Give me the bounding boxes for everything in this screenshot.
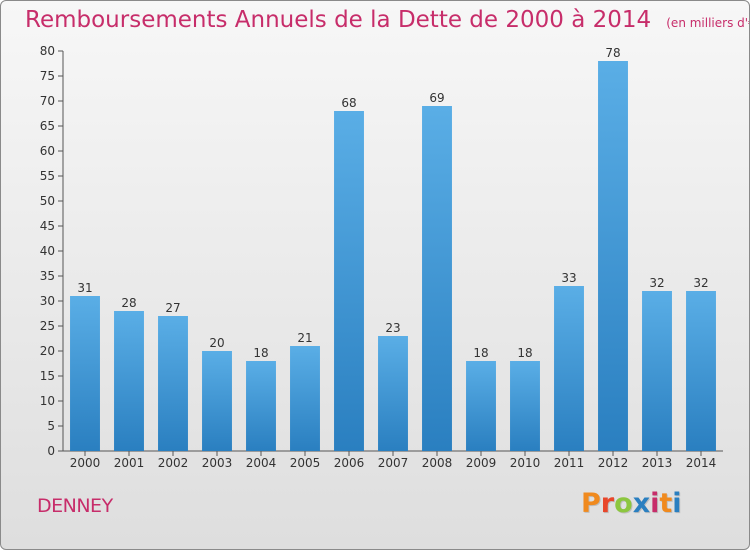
brand-letter: r xyxy=(600,488,615,519)
y-tick-label: 40 xyxy=(40,244,55,258)
y-tick-label: 75 xyxy=(40,69,55,83)
data-label: 27 xyxy=(165,301,180,315)
data-label: 33 xyxy=(561,271,576,285)
bar xyxy=(246,361,276,451)
bar xyxy=(510,361,540,451)
brand-letter: i xyxy=(650,488,660,519)
bar xyxy=(114,311,144,451)
brand-letter: t xyxy=(659,488,673,519)
bar xyxy=(642,291,672,451)
x-tick-label: 2009 xyxy=(466,456,497,470)
bar xyxy=(334,111,364,451)
x-tick-label: 2000 xyxy=(70,456,101,470)
data-label: 32 xyxy=(649,276,664,290)
y-tick-label: 35 xyxy=(40,269,55,283)
bar xyxy=(598,61,628,451)
bar xyxy=(686,291,716,451)
bar xyxy=(554,286,584,451)
y-tick-label: 0 xyxy=(47,444,55,458)
y-tick-label: 50 xyxy=(40,194,55,208)
data-label: 18 xyxy=(517,346,532,360)
data-label: 32 xyxy=(693,276,708,290)
chart-title-row: Remboursements Annuels de la Dette de 20… xyxy=(25,7,749,33)
bars xyxy=(70,61,716,451)
chart-unit-note: (en milliers d'€) xyxy=(666,16,749,30)
data-labels: 31 28 27 20 18 21 68 23 69 18 18 33 78 32 32 xyxy=(77,46,708,360)
bar xyxy=(290,346,320,451)
data-label: 31 xyxy=(77,281,92,295)
chart-title: Remboursements Annuels de la Dette de 20… xyxy=(25,7,652,33)
x-tick-label: 2005 xyxy=(290,456,321,470)
y-tick-label: 70 xyxy=(40,94,55,108)
brand-letter: x xyxy=(632,488,651,519)
commune-name: DENNEY xyxy=(37,495,113,517)
x-tick-label: 2003 xyxy=(202,456,233,470)
bar xyxy=(378,336,408,451)
data-label: 69 xyxy=(429,91,444,105)
y-tick-label: 60 xyxy=(40,144,55,158)
bar xyxy=(70,296,100,451)
x-tick-label: 2013 xyxy=(642,456,673,470)
x-axis: 2000 2001 2002 2003 2004 2005 2006 2007 2008 2009… xyxy=(63,450,723,470)
bar xyxy=(466,361,496,451)
y-tick-label: 45 xyxy=(40,219,55,233)
y-tick-label: 15 xyxy=(40,369,55,383)
x-tick-label: 2001 xyxy=(114,456,145,470)
x-tick-label: 2012 xyxy=(598,456,629,470)
x-tick-label: 2008 xyxy=(422,456,453,470)
y-tick-label: 5 xyxy=(47,419,55,433)
data-label: 68 xyxy=(341,96,356,110)
x-tick-label: 2010 xyxy=(510,456,541,470)
y-tick-label: 65 xyxy=(40,119,55,133)
brand-letter: P xyxy=(581,488,601,519)
x-tick-label: 2014 xyxy=(686,456,717,470)
proxiti-logo[interactable]: Proxiti xyxy=(581,488,682,519)
y-tick-label: 25 xyxy=(40,319,55,333)
y-tick-label: 30 xyxy=(40,294,55,308)
bar xyxy=(202,351,232,451)
data-label: 18 xyxy=(473,346,488,360)
y-tick-label: 10 xyxy=(40,394,55,408)
y-tick-label: 55 xyxy=(40,169,55,183)
x-tick-label: 2006 xyxy=(334,456,365,470)
y-tick-label: 20 xyxy=(40,344,55,358)
x-tick-label: 2002 xyxy=(158,456,189,470)
y-tick-label: 80 xyxy=(40,44,55,58)
data-label: 20 xyxy=(209,336,224,350)
bar xyxy=(158,316,188,451)
x-tick-label: 2007 xyxy=(378,456,409,470)
y-axis: 0 5 10 15 20 25 30 35 40 45 50 55 60 65 70 75 80 xyxy=(40,44,64,458)
data-label: 28 xyxy=(121,296,136,310)
data-label: 78 xyxy=(605,46,620,60)
x-tick-label: 2004 xyxy=(246,456,277,470)
data-label: 23 xyxy=(385,321,400,335)
x-tick-label: 2011 xyxy=(554,456,585,470)
brand-letter: o xyxy=(614,488,633,519)
bar xyxy=(422,106,452,451)
data-label: 18 xyxy=(253,346,268,360)
brand-letter: i xyxy=(672,488,682,519)
data-label: 21 xyxy=(297,331,312,345)
